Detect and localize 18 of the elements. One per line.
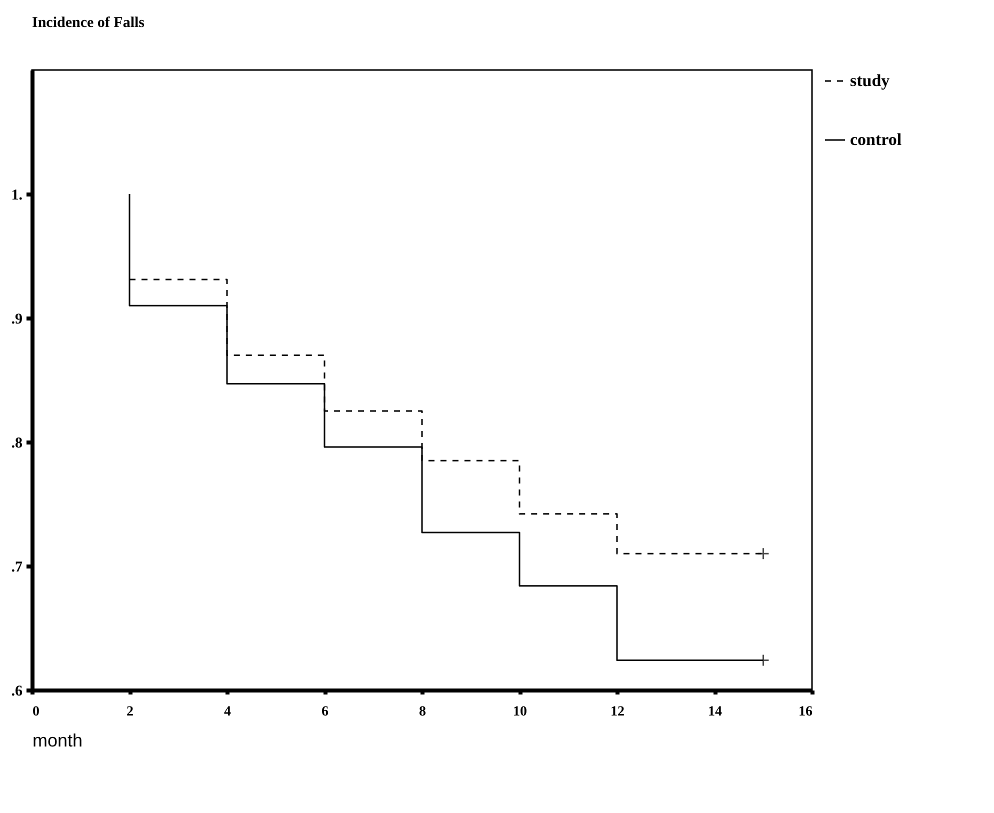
x-tick-label: 14 [708,704,722,720]
x-tick-label: 4 [224,704,231,720]
legend-label: control [850,130,902,149]
y-tick-label: .9 [11,312,22,328]
chart-title: Incidence of Falls [32,15,145,31]
y-tick-label: 1. [11,188,23,204]
y-tick-label: .8 [11,436,22,452]
x-tick-label: 2 [126,704,134,720]
y-tick-label: .6 [11,684,23,700]
x-tick-label: 16 [798,704,812,720]
y-tick-label: .7 [11,560,23,576]
x-tick-label: 10 [513,704,527,720]
x-tick-label: 8 [419,704,426,720]
x-tick-label: 0 [32,704,40,720]
x-axis-title: month [32,730,83,750]
x-tick-label: 12 [610,704,624,720]
x-tick-label: 6 [322,704,328,720]
legend-label: study [850,71,890,90]
